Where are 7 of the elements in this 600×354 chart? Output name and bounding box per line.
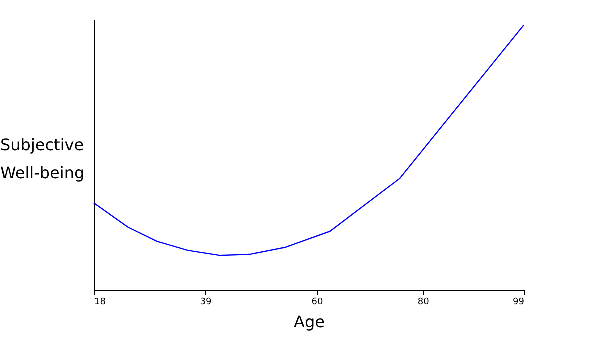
x-axis-title: Age (294, 312, 325, 332)
x-tick-label: 99 (513, 298, 525, 308)
x-tick-label: 80 (418, 298, 430, 308)
y-axis-title: Subjective Well-being (0, 136, 85, 182)
x-tick-label: 18 (94, 298, 106, 308)
x-tick-label: 60 (312, 298, 324, 308)
x-tick-label: 39 (200, 298, 212, 308)
